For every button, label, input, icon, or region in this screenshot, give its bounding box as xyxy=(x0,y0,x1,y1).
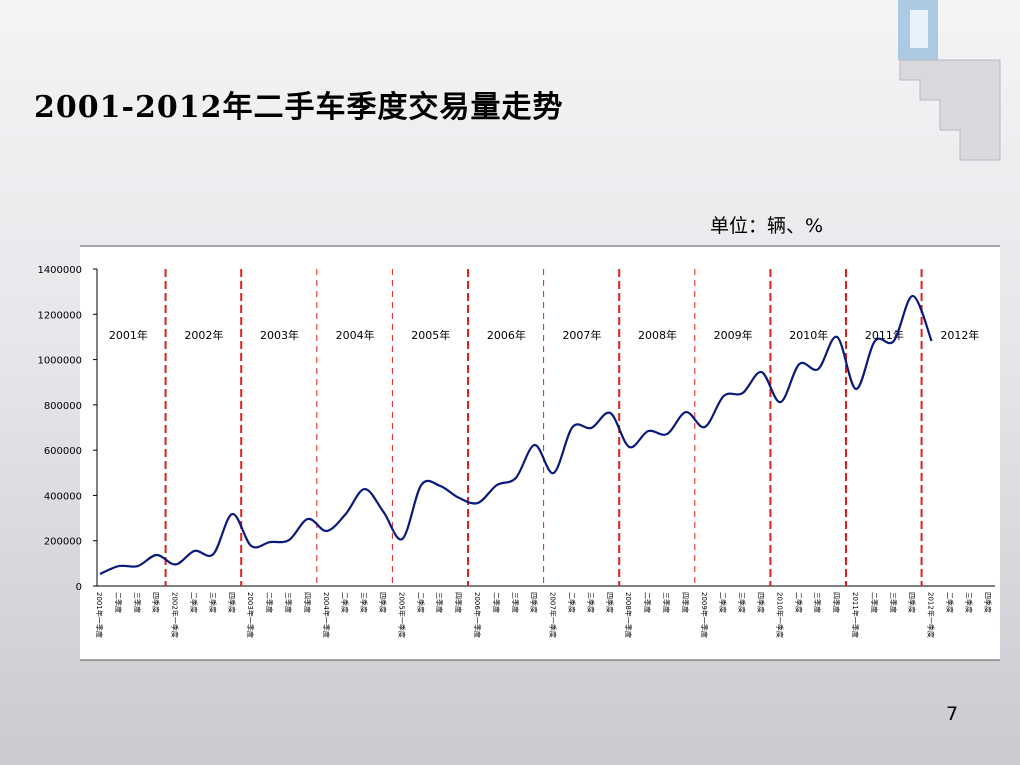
x-tick-label: 四季度 xyxy=(152,592,161,613)
x-tick-label: 二季度 xyxy=(114,592,123,613)
x-tick-label: 二季度 xyxy=(643,592,652,613)
x-tick-label: 四季度 xyxy=(530,592,539,613)
x-tick-label: 三季度 xyxy=(435,592,444,613)
x-tick-label: 2001年一季度 xyxy=(95,592,104,638)
x-tick-label: 2010年一季度 xyxy=(775,592,784,638)
x-tick-label: 2012年一季度 xyxy=(927,592,936,638)
y-tick-label: 800000 xyxy=(44,401,82,412)
year-label: 2001年 xyxy=(109,328,148,342)
x-tick-label: 二季度 xyxy=(341,592,350,613)
x-tick-label: 2005年一季度 xyxy=(397,592,406,638)
x-tick-label: 四季度 xyxy=(908,592,917,613)
title: 2001-2012年二手车季度交易量走势 xyxy=(34,90,564,125)
x-tick-label: 二季度 xyxy=(568,592,577,613)
year-label: 2005年 xyxy=(411,328,450,342)
x-tick-label: 二季度 xyxy=(416,592,425,613)
x-tick-label: 三季度 xyxy=(964,592,973,613)
y-tick-label: 1000000 xyxy=(37,356,82,367)
decoration xyxy=(898,0,1001,161)
x-tick-label: 2011年一季度 xyxy=(851,592,860,638)
window-light xyxy=(910,10,928,48)
x-tick-label: 四季度 xyxy=(227,592,236,613)
y-tick-label: 600000 xyxy=(44,446,82,457)
year-label: 2009年 xyxy=(714,328,753,342)
x-tick-label: 二季度 xyxy=(190,592,199,613)
x-tick-label: 二季度 xyxy=(946,592,955,613)
x-tick-label: 四季度 xyxy=(681,592,690,613)
year-label: 2004年 xyxy=(336,328,375,342)
year-label: 2003年 xyxy=(260,328,299,342)
x-tick-label: 2009年一季度 xyxy=(700,592,709,638)
x-tick-label: 2007年一季度 xyxy=(549,592,558,638)
x-tick-label: 2008年一季度 xyxy=(624,592,633,638)
x-tick-label: 四季度 xyxy=(757,592,766,613)
x-tick-label: 三季度 xyxy=(586,592,595,613)
x-tick-label: 二季度 xyxy=(794,592,803,613)
x-tick-label: 四季度 xyxy=(605,592,614,613)
year-label: 2007年 xyxy=(562,328,601,342)
unit: 单位：辆、% xyxy=(710,215,824,237)
x-tick-label: 三季度 xyxy=(738,592,747,613)
year-label: 2002年 xyxy=(184,328,223,342)
x-tick-label: 二季度 xyxy=(719,592,728,613)
y-tick-label: 1400000 xyxy=(37,265,82,276)
year-label: 2012年 xyxy=(940,328,979,342)
y-tick-label: 400000 xyxy=(44,491,82,502)
x-tick-label: 四季度 xyxy=(454,592,463,613)
x-tick-label: 二季度 xyxy=(265,592,274,613)
x-tick-label: 二季度 xyxy=(870,592,879,613)
x-tick-label: 三季度 xyxy=(284,592,293,613)
x-tick-label: 2006年一季度 xyxy=(473,592,482,638)
x-tick-label: 2002年一季度 xyxy=(171,592,180,638)
x-tick-label: 三季度 xyxy=(889,592,898,613)
x-tick-label: 三季度 xyxy=(813,592,822,613)
year-label: 2010年 xyxy=(789,328,828,342)
stairs xyxy=(899,59,1001,161)
x-tick-label: 三季度 xyxy=(662,592,671,613)
x-tick-label: 二季度 xyxy=(492,592,501,613)
y-tick-label: 1200000 xyxy=(37,310,82,321)
x-tick-label: 三季度 xyxy=(511,592,520,613)
line xyxy=(99,294,933,576)
x-tick-label: 三季度 xyxy=(360,592,369,613)
x-tick-label: 2003年一季度 xyxy=(246,592,255,638)
y-tick-label: 200000 xyxy=(44,537,82,548)
page-number: 7 xyxy=(946,703,959,725)
x-tick-label: 四季度 xyxy=(983,592,992,613)
x-tick-label: 2004年一季度 xyxy=(322,592,331,638)
x-tick-label: 四季度 xyxy=(379,592,388,613)
x-tick-label: 四季度 xyxy=(832,592,841,613)
x-tick-label: 三季度 xyxy=(208,592,217,613)
x-tick-label: 四季度 xyxy=(303,592,312,613)
y-tick-label: 0 xyxy=(76,582,82,593)
x-tick-label: 三季度 xyxy=(133,592,142,613)
year-label: 2008年 xyxy=(638,328,677,342)
year-label: 2006年 xyxy=(487,328,526,342)
